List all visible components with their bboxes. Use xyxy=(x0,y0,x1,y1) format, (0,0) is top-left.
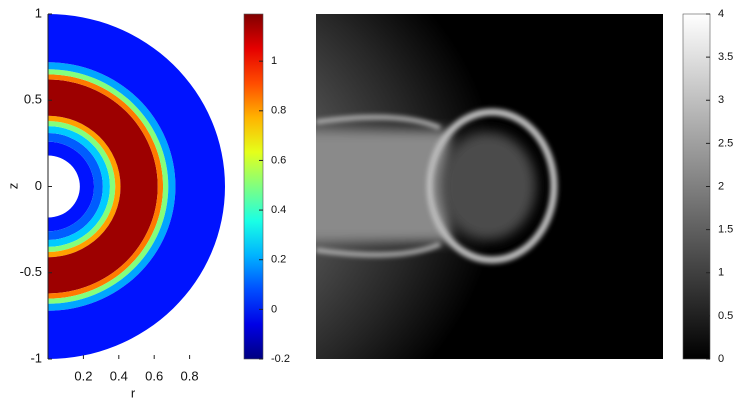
colorbar-tick-label: 0 xyxy=(271,303,277,315)
ring-cell xyxy=(48,126,110,247)
colorbar-tick-label: 2 xyxy=(718,180,724,192)
colorbar-tick-label: 0 xyxy=(718,353,724,365)
colorbar-tick-label: 0.2 xyxy=(271,254,286,266)
x-axis-label: r xyxy=(131,385,136,400)
colorbar-tick-label: 3 xyxy=(718,94,724,106)
y-tick-label: 0 xyxy=(35,178,42,193)
colorbar-tick-label: 2.5 xyxy=(718,137,733,149)
colorbar-tick-label: 3.5 xyxy=(718,51,733,63)
x-tick-label: 0.2 xyxy=(74,368,92,383)
colorbar-tick-label: 0.5 xyxy=(718,310,733,322)
y-tick-label: 1 xyxy=(35,5,42,20)
y-tick-label: -1 xyxy=(30,350,42,365)
colorbar-tick-label: -0.2 xyxy=(271,353,290,365)
colorbar-tick-label: 0.4 xyxy=(271,204,286,216)
y-tick-label: -0.5 xyxy=(20,264,42,279)
colorbar-tick-label: 0.8 xyxy=(271,105,286,117)
x-tick-label: 0.6 xyxy=(145,368,163,383)
ring-cell xyxy=(48,133,103,240)
colorbar-tick-label: 1 xyxy=(271,55,277,67)
colorbar-gray xyxy=(682,13,711,360)
y-tick-label: 0.5 xyxy=(24,92,42,107)
colorbar-tick-label: 4 xyxy=(718,8,724,20)
ring-cell xyxy=(48,14,225,360)
gray-image xyxy=(316,14,663,359)
colorbar-jet xyxy=(243,13,264,360)
colorbar-tick-label: 1 xyxy=(718,267,724,279)
x-tick-label: 0.4 xyxy=(110,368,128,383)
ring-cell xyxy=(48,79,158,294)
x-tick-label: 0.8 xyxy=(181,368,199,383)
y-axis-label: z xyxy=(5,183,20,190)
colorbar-tick-label: 0.6 xyxy=(271,154,286,166)
ring-cell xyxy=(48,141,95,232)
colorbar-tick-label: 1.5 xyxy=(718,224,733,236)
